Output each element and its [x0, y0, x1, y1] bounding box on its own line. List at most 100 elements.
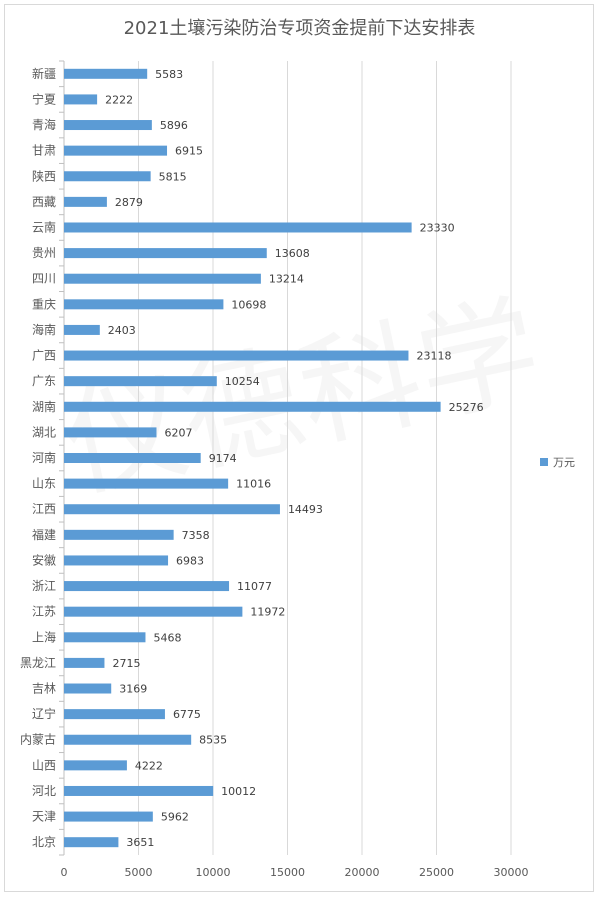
legend-swatch: [540, 458, 548, 466]
data-label: 14493: [288, 503, 323, 516]
category-label: 青海: [32, 117, 56, 132]
data-label: 6915: [175, 145, 203, 158]
category-label: 上海: [32, 629, 56, 644]
category-label: 福建: [32, 527, 56, 542]
chart-title: 2021土壤污染防治专项资金提前下达安排表: [123, 18, 476, 39]
bar: [64, 145, 168, 156]
bar: [64, 453, 201, 463]
category-label: 甘肃: [32, 144, 56, 158]
data-label: 4222: [135, 759, 163, 772]
data-label: 6775: [173, 708, 201, 721]
data-label: 8535: [199, 734, 227, 747]
data-label: 5896: [160, 119, 188, 132]
bar: [64, 709, 165, 720]
category-label: 河北: [32, 784, 56, 798]
category-label: 黑龙江: [20, 656, 56, 670]
bar: [64, 555, 169, 566]
labels: 0 5000 10000 15000 20000 25000 30000 新疆 5583 宁夏 22…: [20, 66, 529, 879]
bar: [64, 94, 98, 105]
bar: [64, 222, 412, 233]
legend: 万元: [540, 456, 575, 469]
data-label: 23118: [416, 350, 451, 363]
data-label: 3651: [126, 836, 154, 849]
data-label: 3169: [119, 683, 147, 696]
data-label: 11972: [250, 606, 285, 619]
data-label: 2715: [112, 657, 140, 670]
bar: [64, 529, 174, 540]
bar: [64, 196, 107, 207]
data-label: 10254: [225, 375, 260, 388]
x-tick-label: 10000: [196, 866, 231, 879]
bar: [64, 683, 112, 694]
category-label: 新疆: [32, 66, 56, 81]
data-label: 13608: [275, 247, 310, 260]
category-label: 广东: [32, 374, 56, 388]
data-label: 23330: [420, 221, 455, 234]
x-tick-label: 5000: [125, 866, 153, 879]
category-label: 广西: [32, 349, 56, 363]
data-label: 7358: [182, 529, 210, 542]
category-label: 湖北: [32, 424, 56, 439]
data-label: 10012: [221, 785, 256, 798]
data-label: 2879: [115, 196, 143, 209]
bar: [64, 632, 146, 643]
bar: [64, 785, 214, 796]
category-label: 江西: [32, 502, 56, 516]
bar: [64, 376, 217, 387]
data-label: 6207: [164, 426, 192, 439]
x-tick-label: 30000: [494, 866, 529, 879]
data-label: 9174: [209, 452, 237, 465]
bar: [64, 837, 119, 848]
x-tick-label: 20000: [345, 866, 380, 879]
bar: [64, 606, 243, 617]
legend-label: 万元: [553, 456, 575, 469]
category-label: 内蒙古: [20, 732, 56, 747]
category-label: 陕西: [32, 168, 56, 183]
category-label: 湖南: [32, 399, 56, 414]
bar: [64, 811, 153, 822]
bar: [64, 324, 100, 335]
bar: [64, 120, 152, 131]
gridlines: [59, 60, 512, 856]
bar: [64, 171, 151, 182]
bar: [64, 68, 148, 79]
x-tick-label: 0: [61, 866, 68, 879]
category-label: 天津: [32, 810, 56, 824]
data-label: 13214: [269, 273, 304, 286]
category-label: 吉林: [32, 682, 56, 696]
category-label: 贵州: [32, 246, 56, 260]
bar: [64, 504, 280, 515]
category-label: 辽宁: [32, 706, 56, 721]
data-label: 5468: [153, 631, 181, 644]
bar: [64, 427, 157, 438]
bars: [64, 68, 441, 848]
category-label: 西藏: [32, 195, 56, 209]
x-tick-label: 25000: [419, 866, 454, 879]
data-label: 10698: [231, 298, 266, 311]
bar: [64, 350, 409, 361]
category-label: 重庆: [32, 297, 56, 311]
data-label: 11077: [237, 580, 272, 593]
bar: [64, 478, 229, 489]
category-label: 江苏: [32, 605, 56, 619]
bar: [64, 734, 192, 745]
category-label: 山西: [32, 758, 56, 772]
category-label: 云南: [32, 219, 56, 234]
bar: [64, 248, 267, 259]
category-label: 安徽: [32, 552, 56, 567]
bar: [64, 581, 230, 592]
bar: [64, 760, 127, 771]
data-label: 2222: [105, 93, 133, 106]
category-label: 河南: [32, 450, 56, 465]
data-label: 6983: [176, 554, 204, 567]
data-label: 25276: [449, 401, 484, 414]
x-tick-label: 15000: [270, 866, 305, 879]
chart-border: [4, 4, 594, 892]
category-label: 海南: [32, 322, 56, 337]
data-label: 5962: [161, 811, 189, 824]
category-label: 浙江: [32, 579, 56, 593]
category-label: 宁夏: [32, 91, 56, 106]
data-label: 2403: [108, 324, 136, 337]
bar: [64, 273, 261, 284]
